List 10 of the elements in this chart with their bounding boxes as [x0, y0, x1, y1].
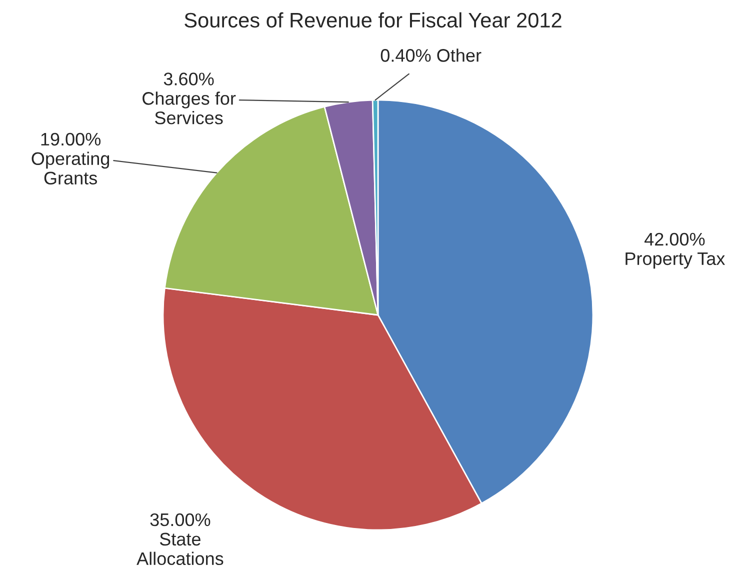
data-label: 3.60%: [164, 72, 214, 86]
chart-title: Sources of Revenue for Fiscal Year 2012: [184, 12, 562, 28]
data-label: 35.00%: [150, 513, 210, 526]
slice-label: Charges for Services: [142, 92, 236, 124]
slice-label: 0.40% Other: [380, 48, 482, 62]
data-label: 19.00%: [41, 132, 101, 146]
slice-label: State Allocations: [136, 532, 224, 566]
slice-label: Property Tax: [626, 252, 726, 269]
slice-label: Operating Grants: [32, 152, 110, 184]
data-label: 42.00%: [644, 232, 705, 246]
